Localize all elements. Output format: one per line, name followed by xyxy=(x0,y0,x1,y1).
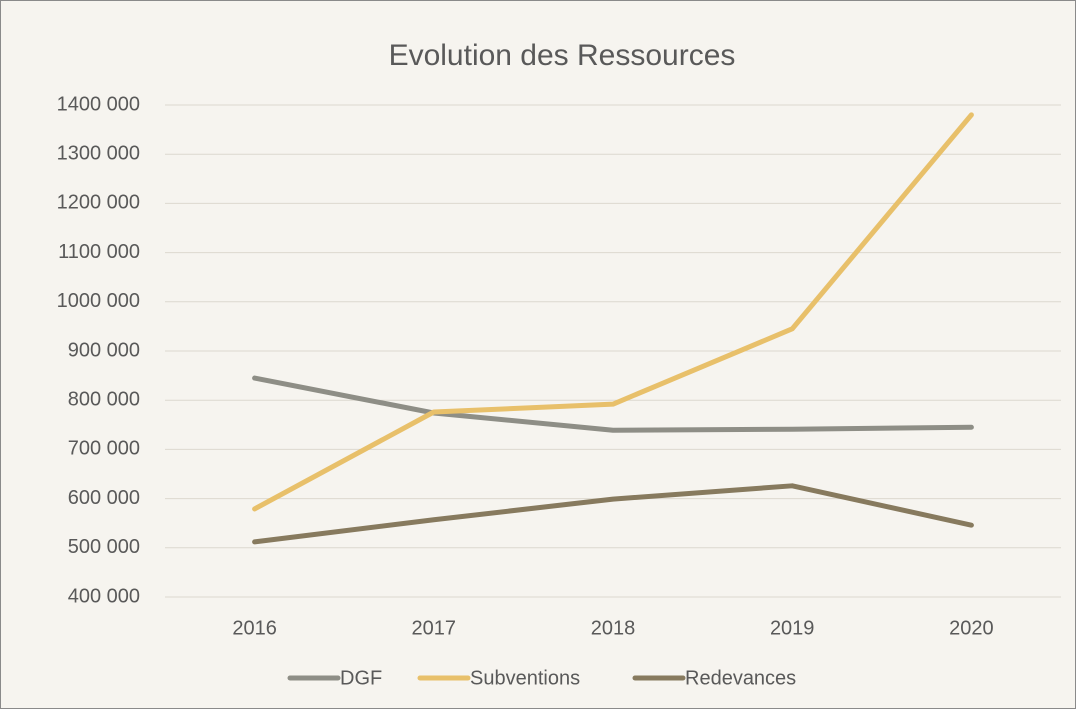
y-tick-label: 1000 000 xyxy=(57,290,140,312)
y-tick-label: 400 000 xyxy=(68,585,140,607)
chart-title: Evolution des Ressources xyxy=(389,39,736,72)
y-tick-label: 600 000 xyxy=(68,487,140,509)
x-tick-label: 2019 xyxy=(770,617,815,639)
y-tick-label: 1200 000 xyxy=(57,192,140,214)
x-tick-label: 2017 xyxy=(412,617,457,639)
y-tick-label: 900 000 xyxy=(68,339,140,361)
y-tick-label: 800 000 xyxy=(68,388,140,410)
y-tick-label: 1100 000 xyxy=(58,241,140,263)
series-line xyxy=(252,375,974,433)
series-line xyxy=(252,483,974,545)
y-tick-label: 500 000 xyxy=(68,536,140,558)
x-tick-label: 2016 xyxy=(232,617,277,639)
legend-label: DGF xyxy=(340,667,382,689)
y-tick-label: 700 000 xyxy=(68,438,140,460)
x-tick-label: 2020 xyxy=(949,617,994,639)
x-tick-label: 2018 xyxy=(591,617,636,639)
y-tick-label: 1400 000 xyxy=(57,93,140,115)
y-tick-label: 1300 000 xyxy=(57,142,140,164)
legend-label: Subventions xyxy=(470,667,580,689)
series-line xyxy=(252,112,974,512)
legend-label: Redevances xyxy=(685,667,796,689)
